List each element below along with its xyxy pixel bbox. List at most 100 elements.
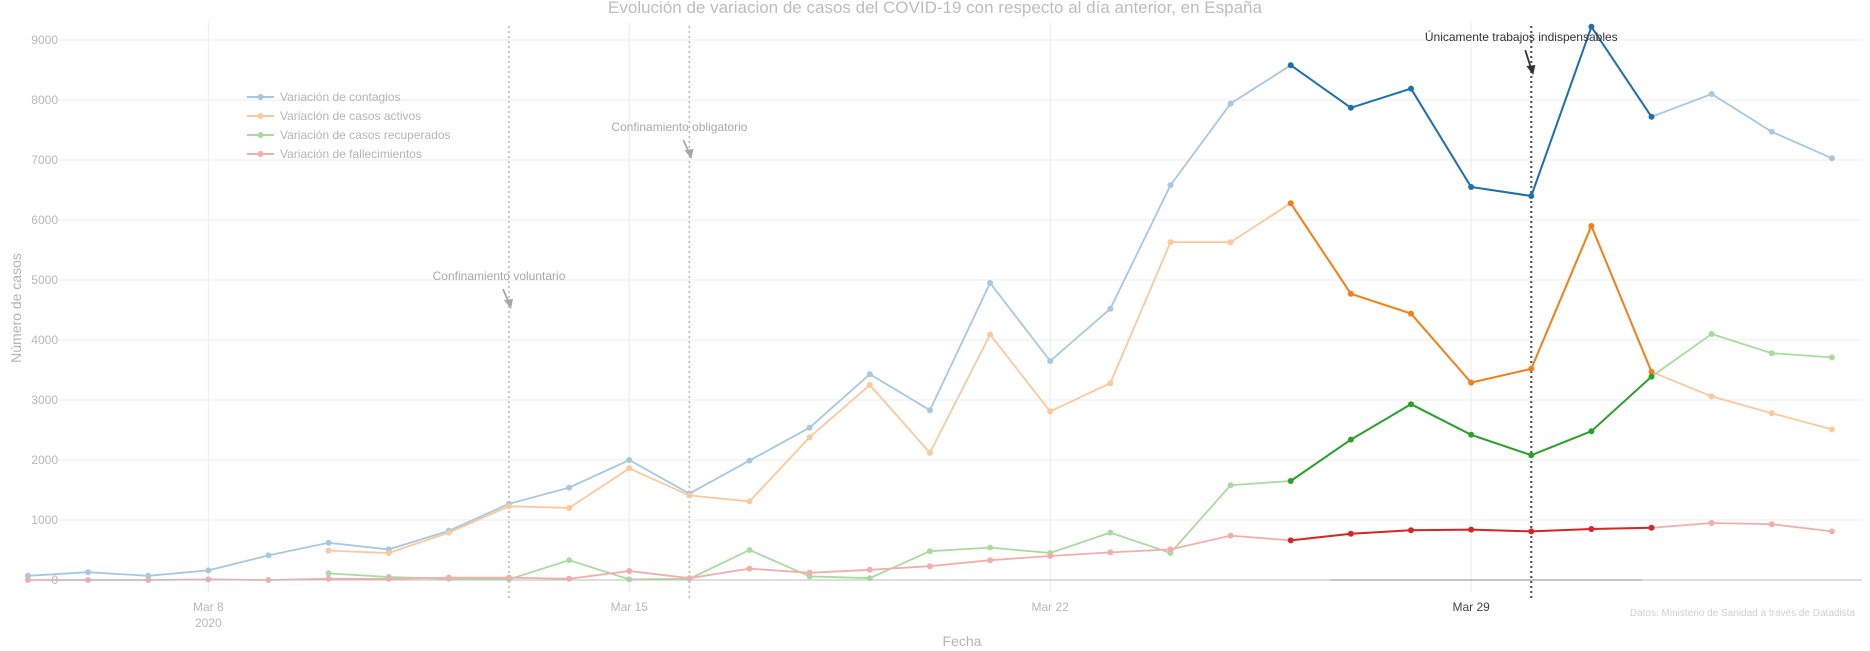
x-tick-label: Mar 29 [1452, 600, 1490, 614]
y-tick-label: 4000 [31, 333, 58, 347]
series-point-0 [746, 457, 753, 464]
annotation-label: Confinamiento obligatorio [611, 120, 747, 134]
series-point-3 [1708, 520, 1715, 526]
series-point-3 [626, 568, 633, 574]
legend-swatch-marker [257, 132, 264, 138]
series-point-1 [1408, 310, 1414, 317]
series-point-2 [566, 557, 573, 564]
series-point-3 [1227, 532, 1234, 539]
grid-lines [58, 22, 1862, 592]
series-point-0 [1227, 100, 1234, 107]
series-point-0 [1468, 184, 1475, 190]
annotation-arrowhead [1526, 65, 1536, 75]
series-point-1 [1648, 368, 1655, 375]
series-point-1 [1828, 426, 1835, 433]
series-point-3 [1468, 526, 1475, 533]
series-point-3 [987, 557, 994, 564]
series-point-3 [325, 575, 332, 582]
legend-swatch-marker [257, 94, 264, 100]
series-point-3 [1768, 521, 1775, 528]
series-point-1 [506, 503, 512, 510]
series-point-2 [746, 547, 753, 553]
series-point-2 [926, 548, 933, 555]
series-point-3 [1107, 549, 1114, 556]
series-point-3 [1167, 546, 1174, 553]
series-point-0 [1648, 113, 1655, 120]
legend-label: Variación de contagios [280, 90, 401, 104]
series-point-0 [806, 424, 813, 431]
series-point-1 [566, 505, 573, 511]
series-point-2 [1287, 478, 1294, 484]
series-point-1 [1227, 239, 1234, 246]
series-point-0 [325, 539, 332, 546]
series-point-0 [265, 552, 272, 559]
series-point-3 [926, 563, 933, 570]
series-point-1 [1167, 239, 1174, 246]
series-point-0 [85, 569, 92, 576]
legend[interactable]: Variación de contagios Variación de casos… [247, 90, 451, 161]
series-point-1 [1768, 410, 1775, 417]
series-point-1 [1107, 380, 1114, 387]
series-point-1 [1528, 365, 1535, 372]
series-point-0 [1828, 155, 1835, 162]
y-tick-label: 1000 [31, 513, 58, 527]
legend-swatch-marker [257, 113, 264, 119]
y-tick-label: 6000 [31, 213, 58, 227]
series-point-0 [1708, 91, 1715, 97]
series-point-2 [1408, 401, 1414, 408]
chart-title: Evolución de variacion de casos del COVI… [608, 0, 1262, 17]
series-point-0 [926, 407, 933, 414]
legend-label: Variación de fallecimientos [280, 147, 422, 161]
source-note: Datos: Ministerio de Sanidad a través de… [1630, 608, 1856, 619]
series-point-3 [1588, 526, 1595, 532]
y-tick-label: 7000 [31, 153, 58, 167]
series-point-0 [1047, 358, 1054, 364]
series-point-1 [1588, 223, 1595, 229]
series-point-3 [1408, 527, 1414, 534]
series-point-1 [1287, 200, 1294, 207]
series-line-1 [328, 201, 1833, 554]
axes: 0 1000 2000 3000 4000 5000 6000 7000 8000 9000 Mar… [31, 33, 1862, 630]
series-point-2 [1528, 452, 1535, 459]
series-point-3 [566, 575, 573, 582]
x-tick-label: Mar 22 [1032, 600, 1070, 614]
series-point-0 [1167, 182, 1174, 189]
y-tick-label: 2000 [31, 453, 58, 467]
series-point-3 [1528, 528, 1535, 535]
series-points [24, 23, 1835, 583]
series-point-3 [1047, 553, 1054, 559]
series-point-3 [1828, 528, 1835, 535]
series-point-2 [1468, 431, 1475, 438]
series-point-3 [866, 566, 873, 573]
legend-label: Variación de casos activos [280, 109, 421, 123]
y-axis-title: Número de casos [8, 253, 24, 363]
series-point-3 [445, 574, 452, 581]
series-point-0 [1107, 305, 1114, 312]
series-point-0 [626, 457, 633, 463]
series-point-2 [1347, 436, 1354, 443]
series-point-0 [566, 484, 573, 491]
series-point-2 [987, 544, 994, 551]
series-point-1 [1047, 408, 1054, 415]
series-point-1 [806, 434, 813, 441]
series-point-0 [1287, 62, 1294, 69]
series-point-1 [1708, 393, 1715, 400]
series-point-1 [626, 465, 633, 472]
series-point-2 [1107, 529, 1114, 536]
y-tick-label: 9000 [31, 33, 58, 47]
series-point-2 [325, 570, 332, 577]
series-point-2 [1227, 482, 1234, 489]
series-point-3 [385, 575, 392, 582]
series-point-0 [205, 567, 212, 574]
series-point-3 [506, 574, 512, 581]
series-point-2 [1588, 428, 1595, 435]
annotations: Confinamiento voluntario Confinamiento ob… [433, 29, 1618, 309]
annotation-arrowhead [504, 299, 513, 309]
series-point-3 [806, 569, 813, 576]
series-point-0 [987, 280, 994, 286]
series-point-3 [1648, 524, 1655, 531]
series-point-1 [926, 449, 933, 456]
series-point-1 [445, 529, 452, 536]
series-point-0 [1347, 104, 1354, 111]
